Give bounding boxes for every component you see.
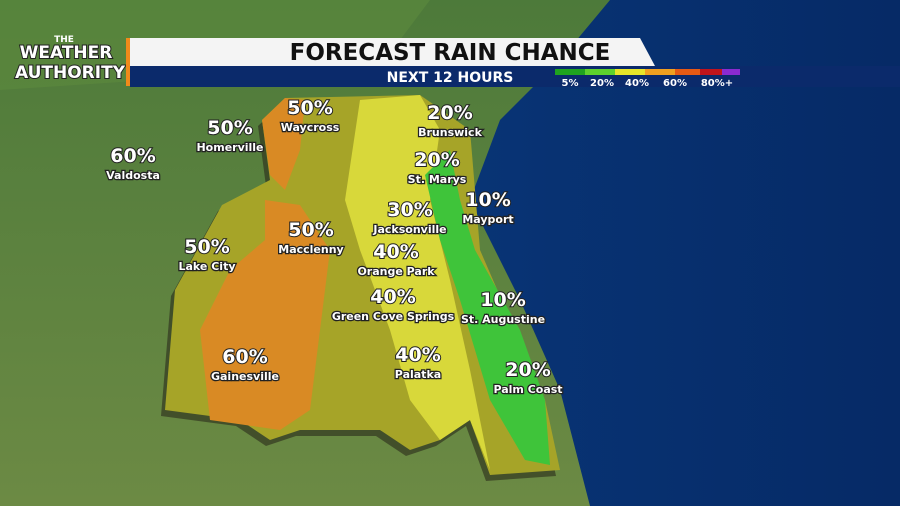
title: FORECAST RAIN CHANCE [290, 40, 611, 66]
region-orange [200, 200, 330, 430]
city-name: Palm Coast [493, 383, 562, 396]
logo-bar [126, 38, 130, 86]
city-name: Orange Park [357, 265, 435, 278]
city-name: Jacksonville [372, 223, 446, 236]
rain-chance: 30% [387, 199, 432, 221]
region-orange-north [262, 98, 305, 190]
city-name: Gainesville [211, 370, 279, 383]
legend-swatch [585, 69, 615, 75]
rain-chance: 50% [287, 97, 332, 119]
rain-chance: 50% [288, 219, 333, 241]
city-name: Green Cove Springs [332, 310, 455, 323]
legend-swatch [675, 69, 700, 75]
city-name: Palatka [395, 368, 441, 381]
city-name: Mayport [462, 213, 513, 226]
rain-chance: 20% [427, 102, 472, 124]
city-name: Macclenny [278, 243, 343, 256]
subtitle: NEXT 12 HOURS [387, 70, 514, 86]
legend-swatch [555, 69, 585, 75]
logo-text: WEATHER [20, 43, 113, 63]
city-name: Lake City [178, 260, 235, 273]
city-name: Homerville [196, 141, 263, 154]
legend-label: 5% [562, 78, 579, 89]
legend [555, 69, 740, 75]
legend-label: 60% [663, 78, 687, 89]
city-name: Valdosta [106, 169, 160, 182]
rain-chance: 60% [110, 145, 155, 167]
logo-text: AUTHORITY [15, 63, 126, 83]
legend-label: 80%+ [701, 78, 733, 89]
rain-chance: 50% [184, 236, 229, 258]
city-name: St. Augustine [461, 313, 545, 326]
city-name: Waycross [281, 121, 340, 134]
legend-swatch [700, 69, 722, 75]
region-yellow [345, 95, 490, 470]
legend-swatch [645, 69, 675, 75]
rain-chance: 10% [480, 289, 525, 311]
logo-text: THE [54, 35, 74, 45]
rain-chance: 50% [207, 117, 252, 139]
title-banner [130, 38, 655, 66]
rain-chance: 40% [373, 241, 418, 263]
region-green [425, 150, 550, 465]
rain-chance: 40% [395, 344, 440, 366]
legend-swatch [722, 69, 740, 75]
rain-chance: 40% [370, 286, 415, 308]
city-name: Brunswick [418, 126, 482, 139]
subtitle-bar [130, 66, 900, 87]
rain-chance: 60% [222, 346, 267, 368]
city-name: St. Marys [408, 173, 467, 186]
rain-chance: 10% [465, 189, 510, 211]
legend-swatch [615, 69, 645, 75]
legend-label: 40% [625, 78, 649, 89]
rain-chance: 20% [505, 359, 550, 381]
rain-chance: 20% [414, 149, 459, 171]
legend-label: 20% [590, 78, 614, 89]
